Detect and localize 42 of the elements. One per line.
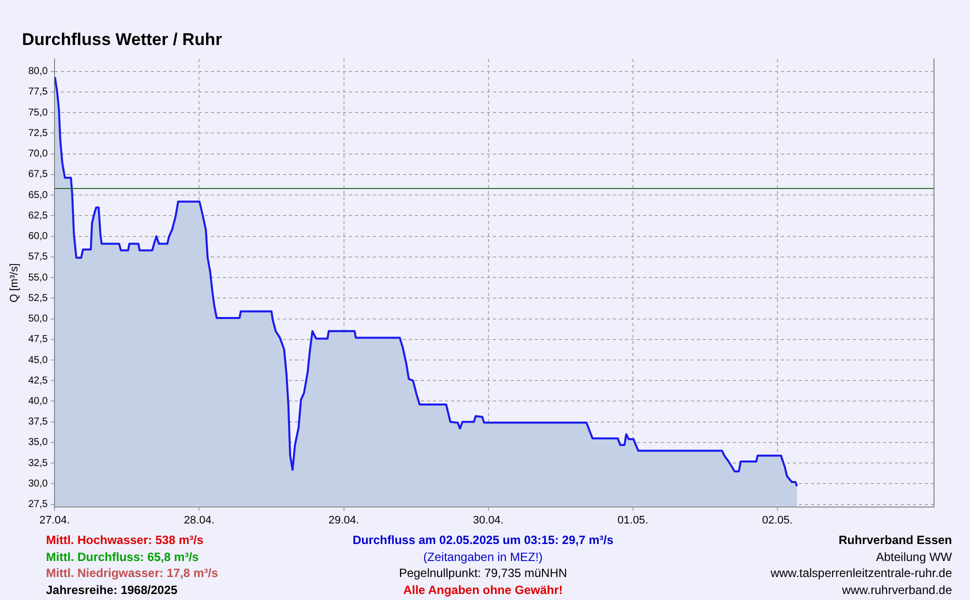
x-tick-label: 27.04. [39, 514, 70, 526]
chart-title: Durchfluss Wetter / Ruhr [22, 30, 222, 50]
y-tick-label: 55,0 [28, 272, 48, 284]
text: www.ruhrverband.de [840, 582, 952, 598]
y-tick-label: 42,5 [28, 375, 48, 386]
y-tick-label: 32,5 [28, 458, 48, 469]
y-tick-label: 65,0 [28, 190, 48, 201]
text: Alle Angaben ohne Gewähr! [402, 582, 564, 598]
x-tick-label: 02.05. [762, 514, 793, 526]
y-tick-label: 77,5 [28, 86, 48, 98]
y-tick-label: 75,0 [28, 107, 48, 118]
x-tick-label: 30.04. [473, 514, 504, 526]
y-tick-label: 52,5 [28, 292, 48, 304]
y-tick-label: 27,5 [28, 499, 48, 510]
x-tick-label: 29.04. [328, 514, 360, 526]
y-tick-label: 47,5 [28, 334, 48, 346]
y-tick-label: 45,0 [28, 354, 48, 366]
text: Ruhrverband Essen [838, 532, 952, 548]
y-axis-title: Q [m³/s] [8, 263, 21, 302]
y-tick-label: 72,5 [28, 128, 48, 139]
x-tick-label: 01.05. [618, 514, 648, 526]
text: Durchfluss am 02.05.2025 um 03:15: 29,7 m³/s [352, 532, 614, 548]
y-tick-label: 30,0 [28, 478, 48, 490]
y-tick-label: 50,0 [28, 314, 48, 325]
text: Mittl. Niedrigwasser: 17,8 m³/s [46, 565, 218, 582]
y-tick-label: 62,5 [28, 210, 48, 222]
y-tick-label: 70,0 [28, 148, 48, 160]
y-tick-label: 40,0 [28, 396, 48, 407]
y-tick-label: 80,0 [28, 66, 48, 78]
text: Pegelnullpunkt: 79,735 müNHN [398, 565, 568, 582]
text: www.talsperrenleitzentrale-ruhr.de [770, 565, 952, 582]
text: Mittl. Hochwasser: 538 m³/s [46, 532, 204, 548]
text: Mittl. Durchfluss: 65,8 m³/s [46, 548, 200, 565]
y-tick-label: 37,5 [28, 416, 48, 428]
x-tick-label: 28.04. [184, 514, 215, 526]
y-tick-label: 60,0 [28, 231, 48, 242]
y-tick-label: 57,5 [28, 252, 48, 263]
text: (Zeitangaben in MEZ!) [422, 548, 544, 565]
text: Abteilung WW [874, 548, 952, 565]
text: Jahresreihe: 1968/2025 [46, 582, 178, 598]
y-tick-label: 35,0 [28, 437, 48, 448]
y-tick-label: 67,5 [28, 169, 48, 180]
